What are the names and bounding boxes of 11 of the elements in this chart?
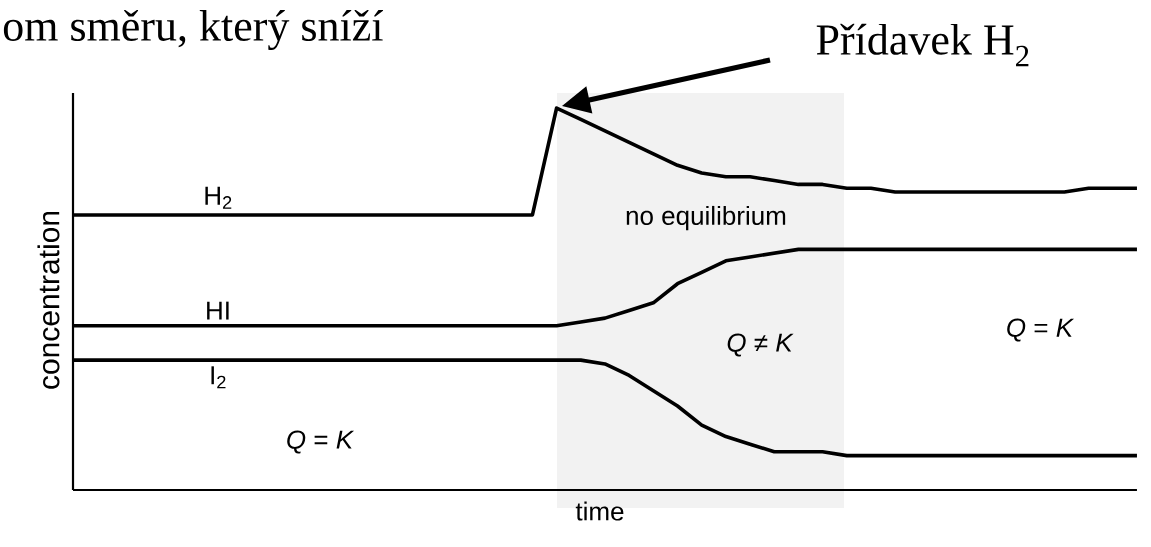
chart-title: om směru, který sníží [3,9,384,51]
annotation: no equilibrium [626,205,786,231]
text: Přídavek H$_{2}$ [816,23,1029,67]
y-axis-title: concentration [37,211,60,389]
series-label: HI [207,301,229,320]
annotation: Q = K [287,430,355,454]
annotation: Q = K [1007,318,1075,342]
series-label: H$_{2}$ [205,186,232,209]
annotation: Q ≠ K [727,333,794,357]
series-label: I$_{2}$ [211,366,226,389]
x-axis-title: time [575,501,624,521]
